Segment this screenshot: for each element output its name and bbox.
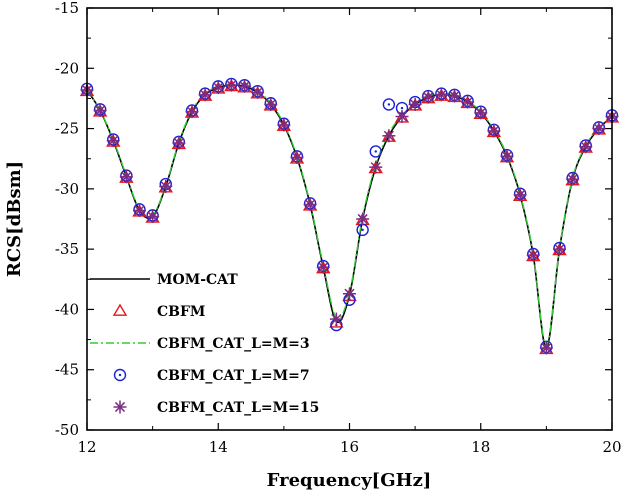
legend-label-mom-cat: MOM-CAT — [157, 272, 238, 288]
data-point-cbfm-cat-l-m-15 — [211, 81, 225, 95]
data-point-cbfm-cat-l-m-7 — [369, 145, 382, 158]
x-axis-label: Frequency[GHz] — [267, 470, 432, 491]
y-tick-label: -15 — [55, 0, 79, 17]
y-tick-label: -35 — [55, 240, 79, 258]
data-point-cbfm-cat-l-m-15 — [172, 136, 186, 150]
plot-frame — [86, 7, 613, 431]
y-tick-label: -50 — [55, 421, 79, 439]
y-tick-label: -40 — [55, 300, 79, 318]
data-point-cbfm-cat-l-m-15 — [251, 85, 265, 99]
data-point-cbfm-cat-l-m-15 — [395, 110, 409, 124]
data-point-cbfm-cat-l-m-15 — [316, 260, 330, 274]
data-point-cbfm-cat-l-m-15 — [369, 160, 383, 174]
data-point-cbfm-cat-l-m-15 — [343, 287, 356, 301]
x-tick-label: 16 — [340, 438, 359, 456]
y-tick-label: -45 — [55, 361, 79, 379]
x-tick-label: 20 — [602, 438, 621, 456]
data-point-cbfm-cat-l-m-15 — [290, 151, 304, 165]
data-point-cbfm-cat-l-m-15 — [185, 105, 199, 119]
data-point-cbfm-cat-l-m-15 — [553, 242, 566, 256]
data-point-cbfm-cat-l-m-15 — [461, 95, 475, 109]
data-point-cbfm-cat-l-m-15 — [224, 78, 238, 92]
data-point-cbfm-cat-l-m-15 — [198, 88, 212, 102]
plot-area — [87, 8, 612, 430]
legend-swatch-cbfm — [112, 303, 128, 316]
data-point-cbfm-cat-l-m-15 — [408, 97, 422, 111]
data-point-cbfm-cat-l-m-15 — [448, 89, 461, 103]
data-point-cbfm-cat-l-m-7 — [382, 98, 396, 111]
legend-label-cbfm-cat-l-m-3: CBFM_CAT_L=M=3 — [157, 336, 310, 352]
data-point-cbfm-cat-l-m-15 — [421, 90, 435, 104]
data-point-cbfm-cat-l-m-15 — [526, 248, 540, 262]
legend-label-cbfm-cat-l-m-15: CBFM_CAT_L=M=15 — [157, 400, 319, 416]
y-tick-label: -25 — [55, 120, 79, 138]
data-point-cbfm-cat-l-m-15 — [579, 140, 593, 154]
data-point-cbfm-cat-l-m-15 — [500, 149, 514, 163]
y-tick-label: -20 — [55, 59, 79, 77]
data-point-cbfm-cat-l-m-15 — [93, 103, 107, 117]
data-point-cbfm-cat-l-m-15 — [146, 210, 160, 224]
data-point-cbfm-cat-l-m-15 — [303, 198, 317, 212]
data-point-cbfm-cat-l-m-15 — [106, 134, 120, 148]
x-tick-label: 12 — [77, 438, 96, 456]
legend-swatch-cbfm-cat-l-m-15 — [113, 400, 127, 414]
data-point-cbfm-cat-l-m-15 — [133, 204, 146, 218]
data-point-cbfm-cat-l-m-15 — [434, 88, 448, 102]
legend-swatch-cbfm-cat-l-m-7 — [113, 368, 127, 382]
y-tick-label: -30 — [55, 180, 79, 198]
legend: MOM-CAT CBFM CBFM_CAT_L=M=3 CBFM_CAT_L=M=7 C… — [90, 272, 319, 416]
data-point-cbfm-cat-l-m-15 — [539, 341, 553, 355]
data-point-cbfm-cat-l-m-15 — [356, 212, 370, 226]
legend-label-cbfm: CBFM — [157, 304, 205, 320]
data-point-cbfm-cat-l-m-15 — [329, 312, 343, 326]
data-point-cbfm-cat-l-m-15 — [264, 97, 278, 111]
data-point-cbfm-cat-l-m-15 — [474, 106, 488, 120]
data-point-cbfm-cat-l-m-15 — [238, 79, 251, 93]
data-point-cbfm-cat-l-m-15 — [382, 129, 396, 143]
data-point-cbfm-cat-l-m-15 — [119, 170, 133, 184]
y-axis-label: RCS[dBsm] — [4, 161, 25, 277]
x-tick-label: 14 — [209, 438, 228, 456]
data-point-cbfm-cat-l-m-15 — [159, 179, 173, 193]
x-tick-label: 18 — [471, 438, 490, 456]
legend-label-cbfm-cat-l-m-7: CBFM_CAT_L=M=7 — [157, 368, 310, 384]
data-point-cbfm-cat-l-m-15 — [513, 188, 527, 202]
data-point-cbfm-cat-l-m-15 — [277, 118, 291, 132]
data-point-cbfm-cat-l-m-15 — [592, 122, 606, 136]
data-point-cbfm-cat-l-m-15 — [487, 124, 501, 138]
data-point-cbfm-cat-l-m-15 — [566, 172, 580, 186]
series-layer — [79, 77, 620, 355]
